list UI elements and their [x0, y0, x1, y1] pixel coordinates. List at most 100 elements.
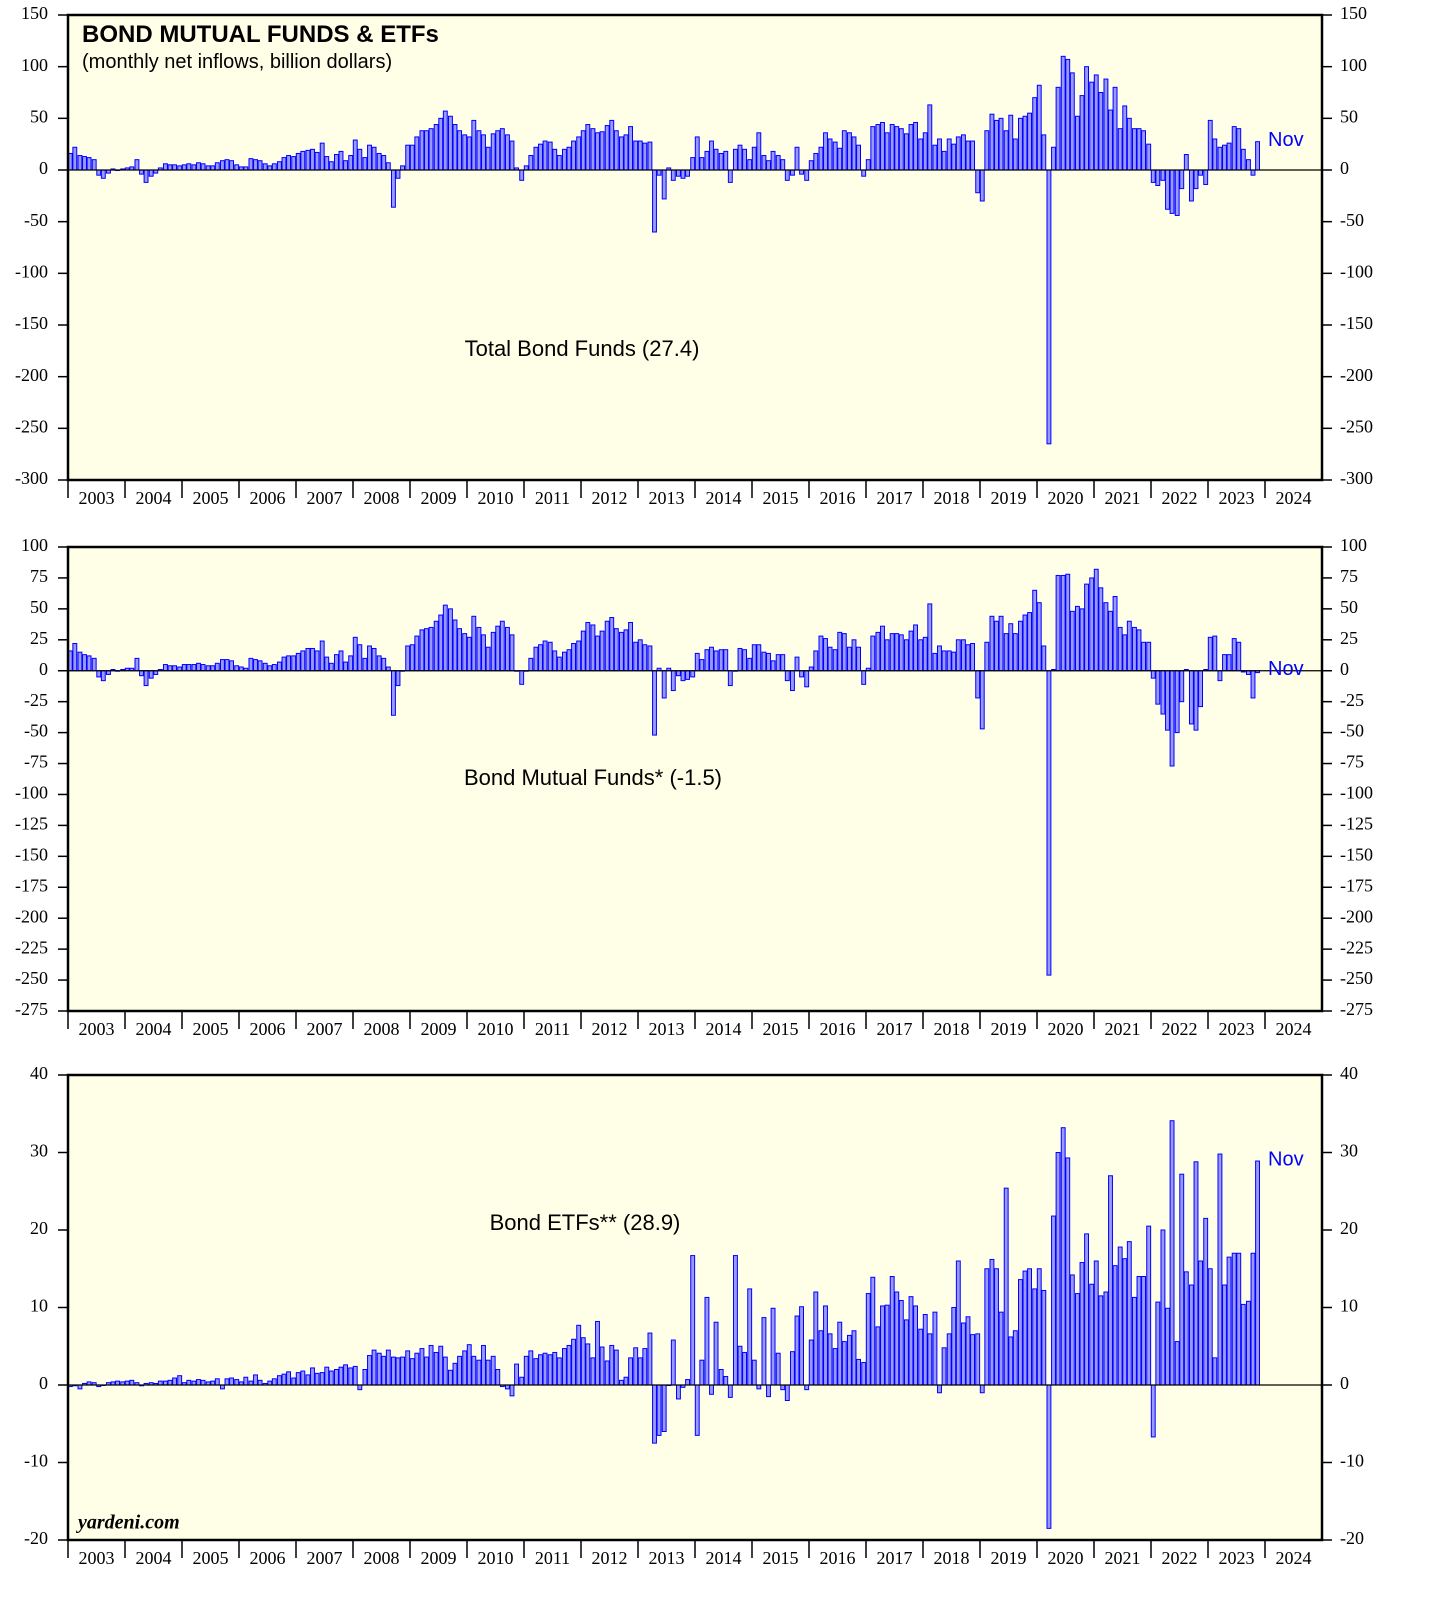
bar [595, 132, 600, 171]
bar [1051, 1215, 1056, 1386]
bar [376, 152, 382, 171]
bar [680, 670, 686, 682]
bar [670, 670, 676, 692]
bar [946, 1333, 952, 1386]
bar [1074, 1293, 1080, 1386]
bar [262, 163, 268, 171]
bar [257, 160, 263, 171]
bar [1084, 1233, 1090, 1386]
bar [875, 631, 881, 672]
bar [922, 636, 928, 672]
bar [91, 657, 97, 672]
x-tick-label: 2015 [763, 1019, 799, 1039]
bar [547, 141, 553, 171]
bar [1089, 1283, 1095, 1386]
bar [875, 124, 881, 171]
bar [870, 1276, 876, 1386]
x-tick-label: 2016 [820, 1548, 856, 1568]
y2-tick-label: -20 [1340, 1528, 1364, 1548]
bar [927, 104, 933, 171]
bar [984, 1268, 990, 1386]
bar [756, 132, 762, 171]
bar [1046, 169, 1052, 445]
bar [1126, 620, 1132, 672]
bar [580, 1337, 586, 1386]
bar [1036, 602, 1042, 672]
bar [590, 624, 596, 672]
bar [1074, 605, 1080, 672]
bar [994, 620, 999, 672]
bar [100, 670, 106, 682]
bar [1131, 626, 1137, 672]
bar [903, 1319, 909, 1386]
bar [718, 152, 724, 171]
bar [1183, 154, 1189, 171]
bar [1117, 128, 1123, 171]
bar [181, 664, 187, 672]
bar [1155, 670, 1161, 705]
bar [362, 657, 368, 672]
panel: -300 -300 -250 -250 -200 -200 -150 -150 -100 -100… [15, 3, 1373, 508]
x-tick-label: 2013 [649, 1019, 685, 1039]
bar [1036, 84, 1042, 171]
y2-tick-label: -175 [1340, 875, 1373, 895]
bar [91, 159, 97, 171]
bar [82, 156, 87, 171]
bar [633, 641, 639, 672]
bar [713, 1321, 719, 1386]
y2-tick-label: 0 [1340, 1373, 1349, 1393]
x-tick-label: 2003 [79, 1548, 115, 1568]
bar [585, 621, 591, 672]
bar [324, 1366, 330, 1386]
bar [837, 147, 843, 171]
bar [1217, 670, 1223, 682]
bar [224, 1378, 230, 1386]
y-tick-label: 30 [30, 1141, 48, 1161]
bar [528, 1350, 534, 1386]
plot-frame [66, 1073, 1324, 1542]
bar [86, 157, 92, 171]
bar [889, 1276, 895, 1386]
bar [1198, 670, 1204, 708]
bar [1203, 169, 1209, 185]
x-tick-label: 2018 [934, 1019, 970, 1039]
bar [1141, 130, 1147, 171]
bar [1089, 81, 1095, 171]
bar [642, 644, 648, 672]
bar [481, 634, 486, 672]
bar [818, 1330, 824, 1386]
bar [333, 654, 339, 672]
y-tick-label: -200 [15, 906, 48, 926]
bar [747, 159, 753, 171]
bar [471, 1355, 477, 1386]
bar [352, 139, 358, 171]
bar [200, 163, 206, 171]
bar [789, 1351, 795, 1386]
bar [1008, 114, 1014, 171]
bar [799, 169, 805, 175]
y2-tick-label: -275 [1340, 999, 1373, 1019]
bar [918, 1328, 924, 1386]
bar [148, 169, 154, 177]
bar [96, 169, 102, 176]
bar [1017, 620, 1023, 672]
x-tick-label: 2015 [763, 1548, 799, 1568]
bar [172, 164, 178, 171]
bar [766, 160, 771, 171]
bar [837, 631, 843, 672]
bar [343, 160, 349, 171]
bar [1169, 670, 1175, 767]
y-tick-label: 20 [30, 1218, 48, 1238]
bar [1174, 169, 1180, 216]
bar [889, 633, 895, 672]
bar [509, 1384, 515, 1397]
bar [1112, 86, 1118, 171]
bar [400, 165, 406, 171]
bar [419, 130, 425, 171]
bar [376, 1352, 382, 1386]
bar [1046, 670, 1052, 976]
bar [1250, 670, 1256, 699]
bar [994, 1268, 999, 1386]
bar [1174, 670, 1180, 734]
bar [200, 1379, 206, 1386]
